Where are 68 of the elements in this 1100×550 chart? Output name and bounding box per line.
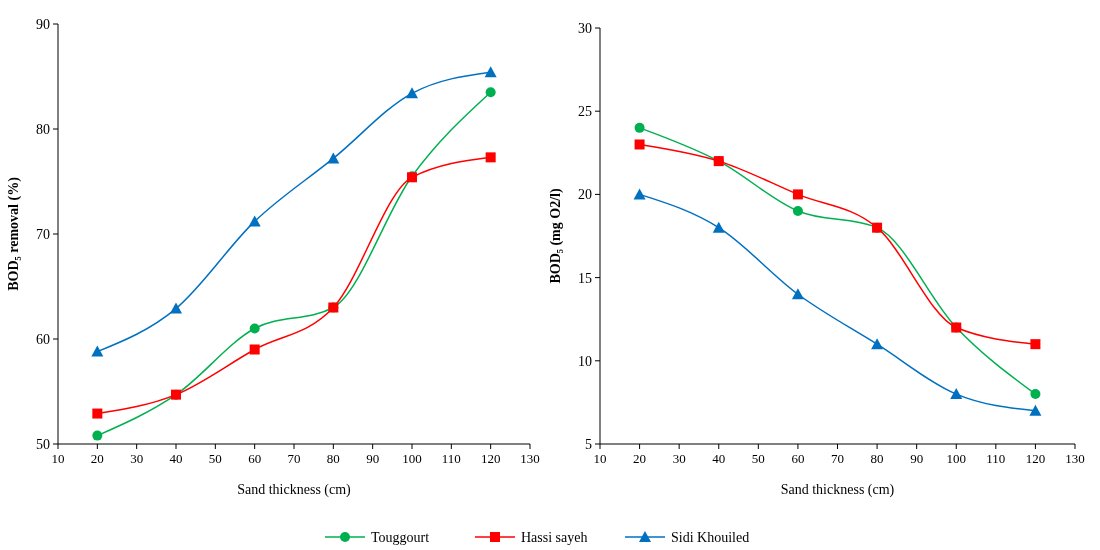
x-axis-title: Sand thickness (cm) (237, 482, 352, 498)
point (485, 152, 496, 163)
point (249, 323, 260, 334)
point (91, 345, 104, 357)
x-tick-label: 100 (946, 451, 966, 466)
x-tick-label: 100 (402, 451, 422, 466)
x-tick-label: 10 (593, 451, 607, 466)
y-axis-title: BOD₅ (mg O2/l) (548, 188, 564, 284)
x-tick-label: 70 (831, 451, 844, 466)
y-tick-label: 60 (36, 332, 50, 347)
x-axis-title: Sand thickness (cm) (780, 482, 895, 498)
point (950, 388, 963, 400)
point (1029, 404, 1042, 416)
legend-label: Sidi Khouiled (671, 530, 750, 545)
point (170, 302, 182, 314)
y-tick-label: 70 (36, 227, 50, 242)
point (792, 189, 803, 200)
legend-label: Touggourt (371, 530, 430, 545)
x-tick-label: 110 (441, 451, 461, 466)
point (484, 66, 497, 78)
point (871, 338, 884, 350)
point (92, 430, 103, 441)
x-tick-label: 80 (326, 451, 340, 466)
y-tick-label: 90 (36, 17, 50, 32)
x-tick-label: 60 (248, 451, 262, 466)
point (92, 408, 103, 419)
point (1030, 389, 1041, 400)
point (248, 215, 261, 227)
x-tick-label: 130 (520, 451, 540, 466)
x-tick-label: 90 (366, 451, 380, 466)
x-tick-label: 70 (287, 451, 301, 466)
x-tick-label: 20 (90, 451, 104, 466)
x-tick-label: 110 (986, 451, 1006, 466)
x-tick-label: 120 (1025, 451, 1046, 466)
x-tick-label: 50 (751, 451, 765, 466)
x-tick-label: 40 (169, 451, 183, 466)
y-tick-label: 30 (578, 21, 592, 36)
x-tick-label: 20 (633, 451, 647, 466)
y-tick-label: 50 (36, 437, 50, 452)
x-tick-label: 30 (130, 451, 144, 466)
point (712, 221, 725, 233)
point (249, 344, 260, 355)
point (485, 87, 496, 98)
point (791, 288, 804, 300)
point (792, 206, 803, 217)
y-tick-label: 25 (578, 104, 592, 120)
x-tick-label: 30 (672, 451, 686, 466)
x-tick-label: 50 (208, 451, 222, 466)
y-tick-label: 10 (578, 353, 592, 369)
y-tick-label: 15 (578, 270, 592, 286)
point (633, 188, 646, 200)
x-tick-label: 80 (870, 451, 884, 466)
x-tick-label: 90 (910, 451, 924, 466)
point (406, 87, 418, 99)
point (634, 139, 645, 150)
x-tick-label: 60 (791, 451, 805, 466)
point (1030, 339, 1041, 350)
y-tick-label: 5 (585, 437, 592, 452)
x-tick-label: 130 (1065, 451, 1085, 466)
legend-label: Hassi sayeh (521, 530, 588, 545)
y-tick-label: 20 (578, 187, 592, 203)
x-tick-label: 40 (712, 451, 726, 466)
x-tick-label: 10 (51, 451, 65, 466)
point (634, 122, 645, 133)
x-tick-label: 120 (480, 451, 501, 466)
y-axis-title: BOD₅ removal (%) (6, 176, 22, 291)
y-tick-label: 80 (36, 122, 50, 137)
point (327, 152, 340, 164)
